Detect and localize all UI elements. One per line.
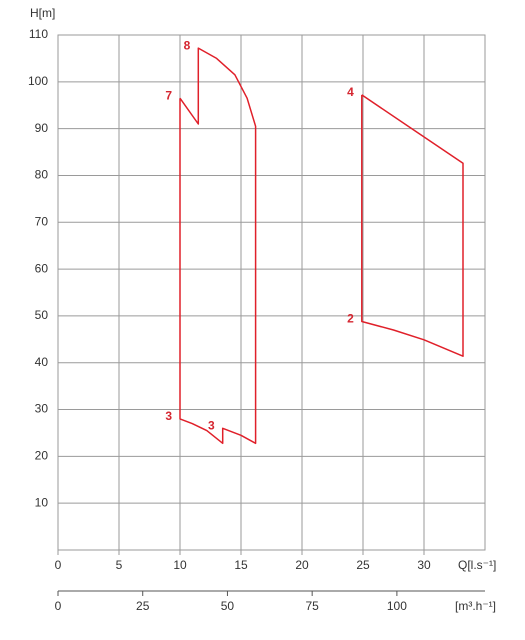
- range-line: [179, 47, 257, 445]
- y-tick-label: 110: [29, 27, 48, 41]
- y-tick-label: 20: [35, 449, 49, 463]
- x2-axis-title: [m³.h⁻¹]: [455, 599, 496, 613]
- x-tick-label: 15: [234, 558, 248, 572]
- point-label: 7: [165, 88, 172, 102]
- x2-tick-label: 0: [55, 599, 62, 613]
- point-label: 8: [184, 38, 191, 52]
- x2-tick-label: 50: [221, 599, 235, 613]
- point-label: 3: [165, 409, 172, 423]
- y-axis-title: H[m]: [30, 6, 55, 20]
- x-tick-label: 25: [356, 558, 370, 572]
- range-line: [361, 94, 464, 357]
- y-tick-label: 10: [35, 495, 49, 509]
- y-tick-label: 40: [35, 355, 49, 369]
- x2-tick-label: 100: [387, 599, 407, 613]
- x2-tick-label: 75: [305, 599, 319, 613]
- y-tick-label: 60: [35, 261, 49, 275]
- y-tick-label: 70: [35, 214, 49, 228]
- point-label: 4: [347, 85, 354, 99]
- plot-frame: [57, 34, 486, 551]
- y-tick-label: 100: [28, 74, 48, 88]
- y-tick-label: 50: [35, 308, 49, 322]
- point-label: 3: [208, 418, 215, 432]
- point-label: 2: [347, 312, 354, 326]
- x-tick-label: 30: [417, 558, 431, 572]
- x-tick-label: 5: [116, 558, 123, 572]
- x-tick-label: 20: [295, 558, 309, 572]
- y-tick-label: 90: [35, 121, 49, 135]
- y-tick-label: 30: [35, 402, 49, 416]
- x-axis-title: Q[l.s⁻¹]: [458, 558, 496, 572]
- x2-tick-label: 25: [136, 599, 150, 613]
- x-tick-label: 0: [55, 558, 62, 572]
- y-tick-label: 80: [35, 168, 49, 182]
- x-tick-label: 10: [173, 558, 187, 572]
